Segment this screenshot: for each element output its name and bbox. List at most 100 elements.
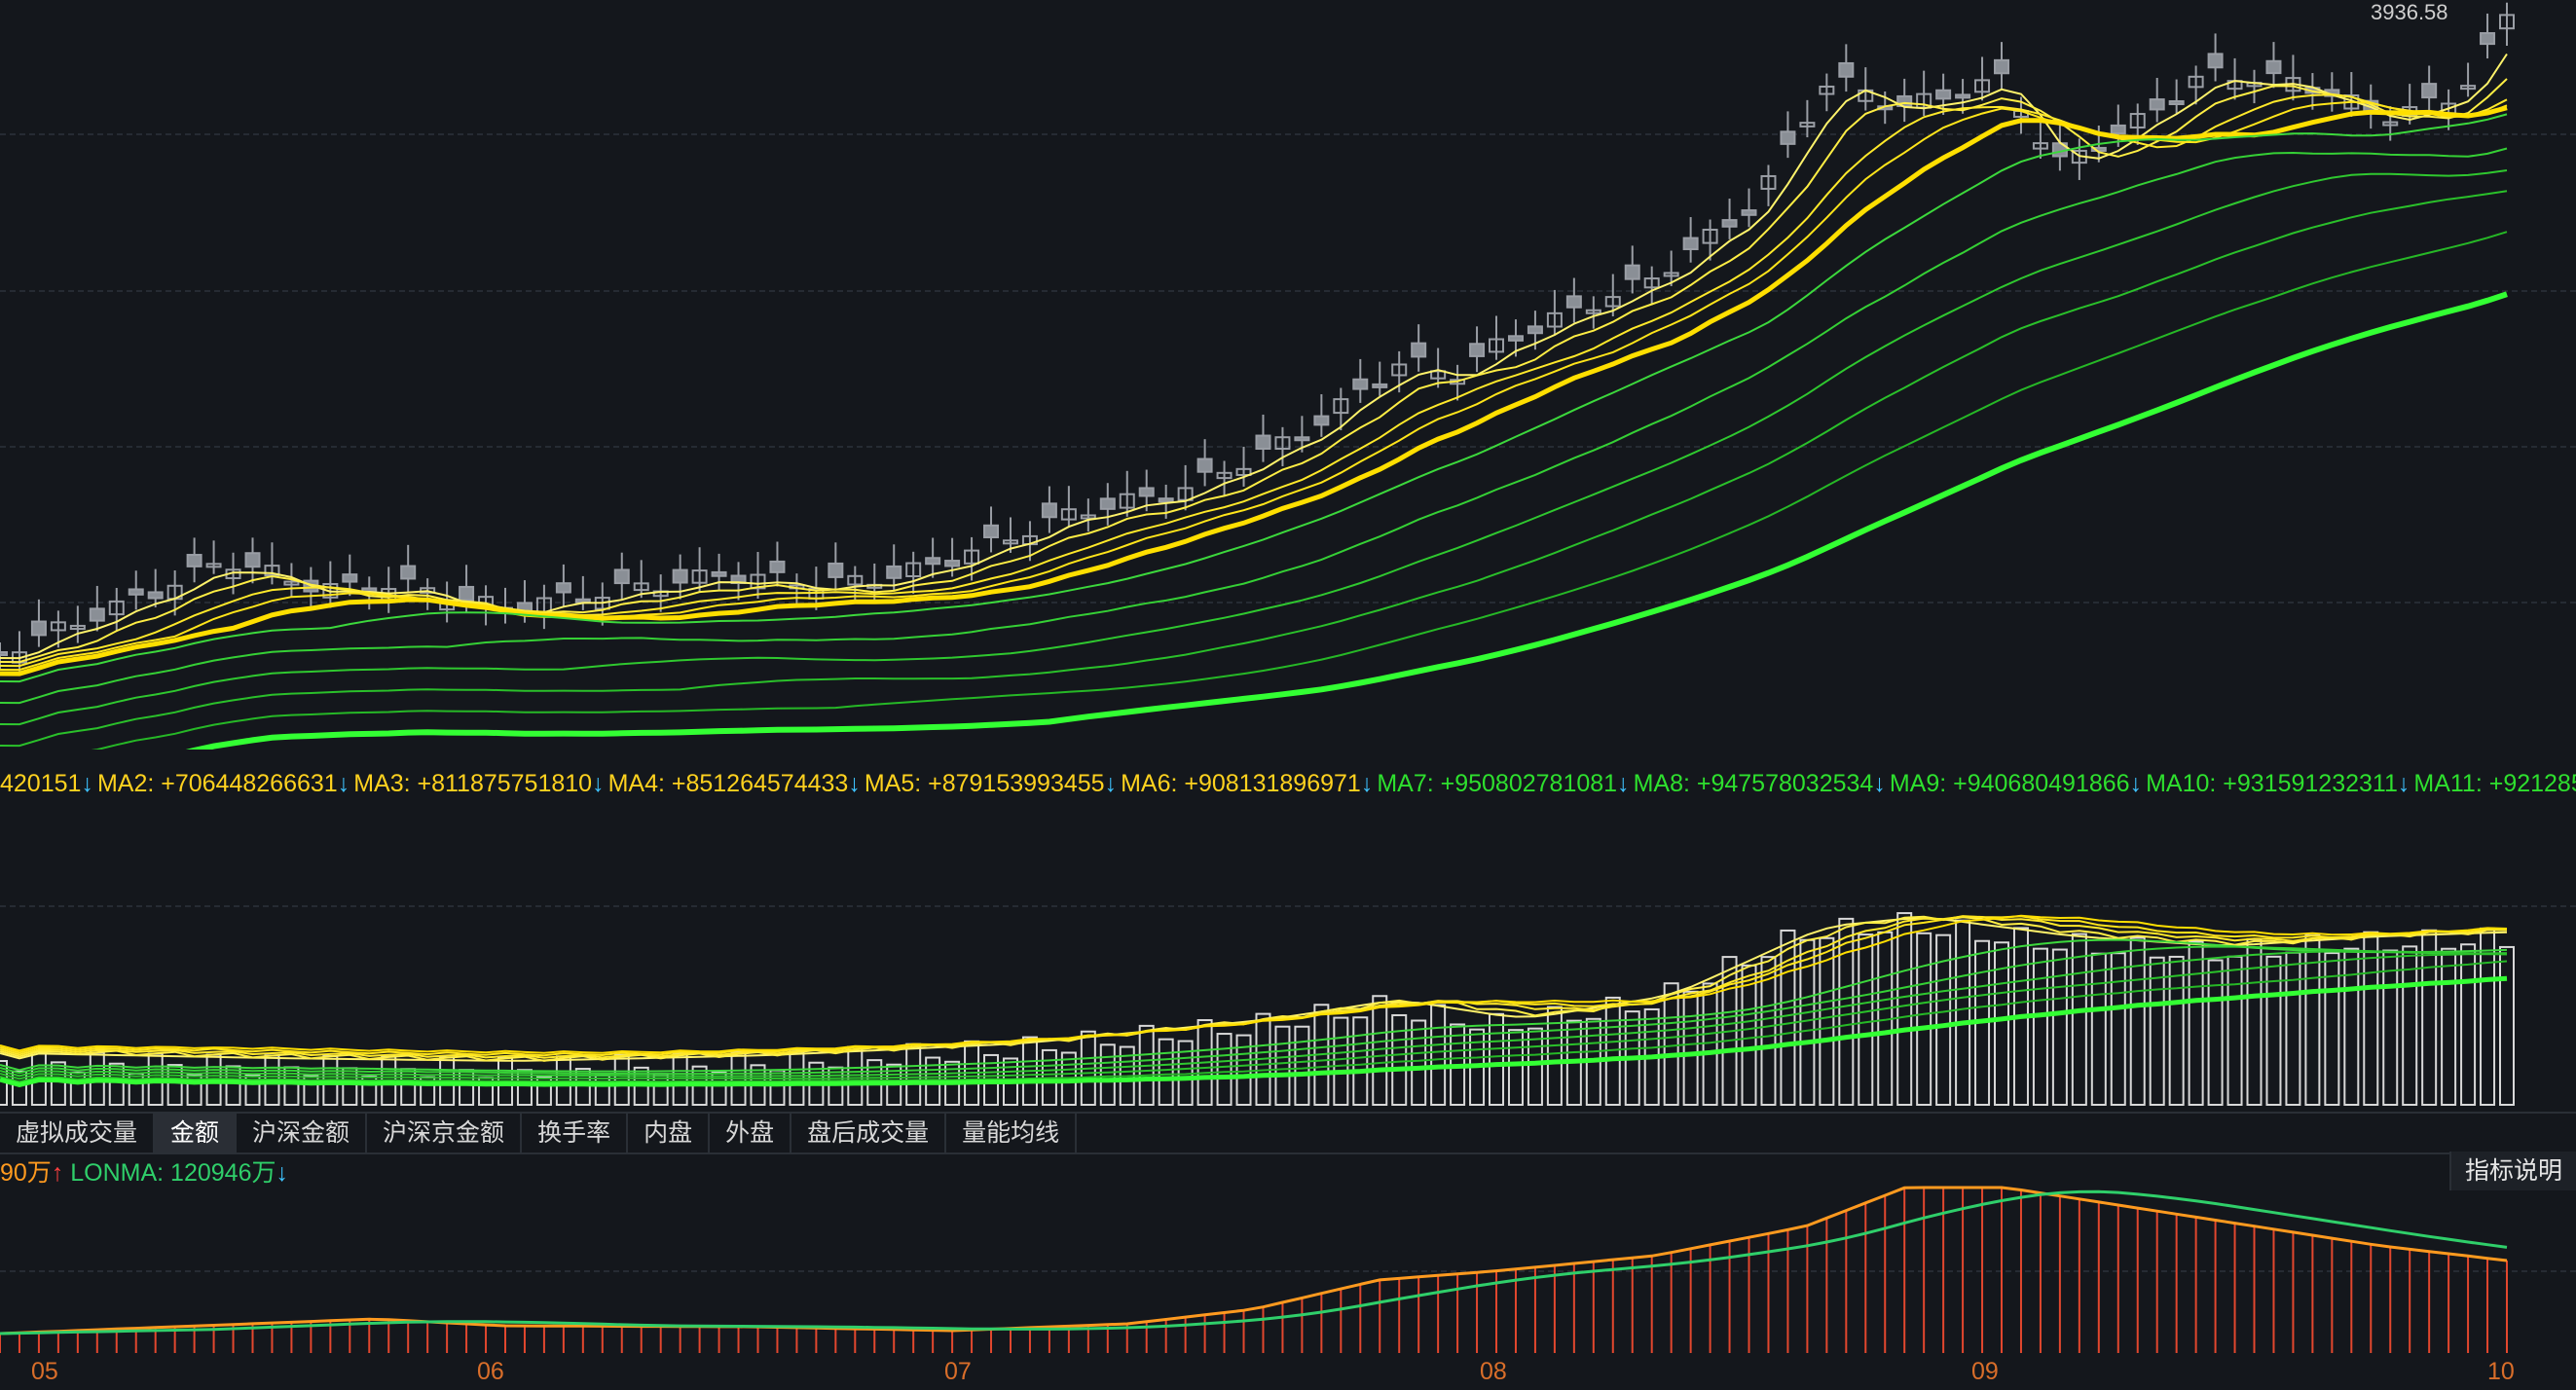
- price-candlestick-chart[interactable]: [0, 0, 2576, 750]
- grid-line: [0, 905, 2576, 907]
- grid-line: [0, 602, 2576, 604]
- amount-bar: [1274, 1025, 1291, 1106]
- candle-body: [847, 574, 864, 586]
- tab-1[interactable]: 金额: [155, 1114, 238, 1152]
- down-arrow-icon: ↓: [1360, 770, 1374, 797]
- candle-body: [1255, 434, 1271, 451]
- amount-bar: [1702, 982, 1718, 1106]
- amount-bar: [2460, 943, 2477, 1106]
- tab-4[interactable]: 换手率: [522, 1114, 629, 1152]
- candle-body: [2090, 146, 2107, 152]
- candle-body: [459, 585, 475, 602]
- amount-bar: [303, 1075, 319, 1106]
- candle-body: [1333, 398, 1349, 415]
- candle-body: [983, 524, 1000, 539]
- candle-body: [1721, 219, 1738, 228]
- ma-value-6: MA7: +950802781081: [1377, 770, 1618, 797]
- amount-bar: [1507, 1029, 1524, 1106]
- indicator-explain-button[interactable]: 指标说明: [2448, 1152, 2576, 1190]
- candle-body: [886, 565, 902, 579]
- candle-body: [2149, 98, 2165, 111]
- candle-body: [2382, 121, 2399, 127]
- candle-body: [147, 591, 164, 600]
- candle-body: [1838, 61, 1855, 78]
- down-arrow-icon: ↓: [276, 1159, 288, 1187]
- candle-body: [1799, 122, 1816, 128]
- candle-body: [2110, 124, 2126, 135]
- ma-value-9: MA10: +931591232311: [2146, 770, 2398, 797]
- ma-value-8: MA9: +940680491866: [1889, 770, 2130, 797]
- amount-bar: [1527, 1027, 1543, 1106]
- amount-ma-green: [0, 938, 2508, 1073]
- tab-7[interactable]: 盘后成交量: [791, 1114, 947, 1152]
- date-label: 07: [944, 1358, 972, 1385]
- ma-green-line: [0, 190, 2508, 748]
- amount-bar: [711, 1071, 727, 1106]
- candle-body: [1507, 335, 1524, 342]
- amount-bar: [11, 1070, 27, 1107]
- amount-bar: [2071, 933, 2087, 1106]
- ma-yellow-line: [0, 53, 2508, 660]
- candle-body: [89, 607, 105, 622]
- candle-body: [1780, 130, 1796, 145]
- candle-body: [1994, 58, 2010, 75]
- candle-body: [944, 560, 961, 567]
- amount-bar: [1935, 933, 1952, 1106]
- amount-bar: [1235, 1034, 1252, 1106]
- amount-ma-yellow: [0, 914, 2508, 1054]
- candle-body: [750, 573, 766, 590]
- amount-bar: [50, 1061, 66, 1107]
- candle-body: [1702, 228, 1718, 244]
- amount-bar: [1916, 932, 1932, 1106]
- candle-body: [2188, 75, 2204, 89]
- candle-body: [672, 568, 688, 584]
- ma-value-10: MA11: +92128500: [2413, 770, 2576, 797]
- candle-body: [1430, 370, 1447, 380]
- down-arrow-icon: ↓: [2129, 770, 2143, 797]
- amount-volume-chart[interactable]: [0, 808, 2576, 1110]
- amount-bar: [1430, 1004, 1447, 1106]
- ma-values-bar: 420151↓ MA2: +706448266631↓ MA3: +81187575…: [0, 759, 2576, 808]
- amount-bar: [1760, 956, 1777, 1106]
- ma-yellow-line: [0, 78, 2508, 664]
- candle-body: [1760, 174, 1777, 190]
- lonma-line: [0, 1189, 2508, 1335]
- ma-green-line: [0, 169, 2508, 726]
- tab-5[interactable]: 内盘: [628, 1114, 711, 1152]
- candle-body: [420, 587, 436, 594]
- amount-bar: [2168, 955, 2185, 1106]
- volume-energy-chart[interactable]: [0, 1153, 2576, 1353]
- grid-line: [0, 133, 2576, 135]
- ma-value-4: MA5: +879153993455: [864, 770, 1105, 797]
- lonma-value: LONMA: 120946万: [70, 1159, 276, 1187]
- amount-bar: [1489, 1012, 1505, 1106]
- down-arrow-icon: ↓: [1104, 770, 1118, 797]
- candle-body: [1041, 502, 1057, 519]
- amount-bar: [1663, 982, 1679, 1106]
- date-label: 08: [1480, 1358, 1507, 1385]
- candle-body: [1682, 237, 1699, 251]
- candle-body: [1080, 514, 1096, 520]
- date-label: 05: [31, 1358, 58, 1385]
- candle-body: [1119, 493, 1135, 509]
- amount-bar: [613, 1053, 630, 1106]
- down-arrow-icon: ↓: [848, 770, 861, 797]
- candle-body: [1274, 436, 1291, 451]
- amount-bar: [244, 1074, 261, 1107]
- tab-3[interactable]: 沪深京金额: [367, 1114, 523, 1152]
- tab-8[interactable]: 量能均线: [946, 1114, 1078, 1152]
- ma-value-0: 420151: [0, 770, 82, 797]
- candle-body: [2499, 14, 2515, 30]
- candle-body: [1974, 79, 1991, 93]
- candle-body: [50, 621, 66, 632]
- tab-2[interactable]: 沪深金额: [237, 1114, 368, 1152]
- amount-bar: [1896, 912, 1913, 1106]
- candle-body: [2421, 83, 2438, 99]
- amount-bar: [1391, 1013, 1408, 1106]
- candle-body: [2032, 142, 2048, 150]
- candle-body: [1527, 325, 1543, 335]
- tab-6[interactable]: 外盘: [710, 1114, 792, 1152]
- candle-body: [1313, 415, 1330, 426]
- tab-0[interactable]: 虚拟成交量: [0, 1114, 156, 1152]
